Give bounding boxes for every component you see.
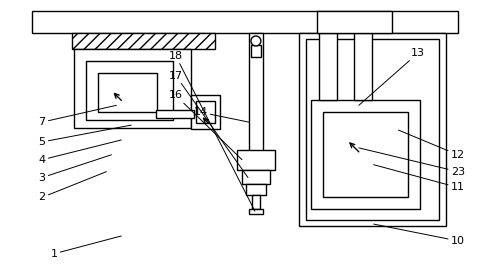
Bar (319, 33, 337, 100)
Bar (32, 11, 458, 33)
Text: 23: 23 (359, 148, 465, 177)
Bar (246, 183, 266, 195)
Bar (317, 11, 392, 33)
Text: 13: 13 (359, 48, 425, 105)
Text: 1: 1 (50, 236, 122, 259)
Text: 18: 18 (168, 51, 255, 211)
Bar (196, 101, 215, 123)
Text: 5: 5 (39, 125, 131, 147)
Text: 2: 2 (39, 172, 106, 202)
Bar (251, 45, 261, 57)
Bar (72, 33, 215, 49)
Bar (97, 73, 157, 112)
Bar (249, 33, 263, 180)
Bar (85, 61, 173, 120)
Bar (156, 110, 194, 118)
Text: 4: 4 (39, 140, 122, 165)
Text: 16: 16 (169, 91, 242, 160)
Text: 11: 11 (373, 165, 465, 192)
Bar (311, 100, 420, 209)
Bar (191, 95, 220, 129)
Bar (306, 39, 439, 220)
Text: 3: 3 (39, 155, 112, 183)
Bar (74, 49, 191, 128)
Bar (242, 170, 270, 183)
Text: 14: 14 (194, 107, 249, 122)
Text: 7: 7 (39, 105, 117, 127)
Text: 17: 17 (168, 71, 248, 178)
Bar (299, 33, 446, 226)
Text: 10: 10 (373, 224, 465, 246)
Bar (237, 150, 275, 170)
Circle shape (251, 36, 261, 46)
Text: 12: 12 (399, 130, 465, 160)
Bar (354, 33, 371, 100)
Bar (323, 112, 409, 197)
Bar (252, 195, 260, 209)
Bar (249, 209, 263, 214)
